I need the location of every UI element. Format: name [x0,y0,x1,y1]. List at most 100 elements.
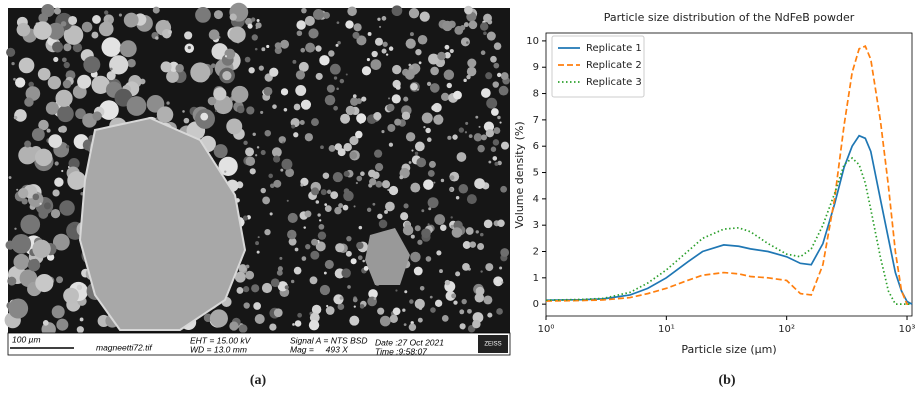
particle [291,124,296,129]
particle [483,295,493,305]
sem-info: Signal A = NTS BSD [290,335,368,345]
particle [335,243,345,253]
particle [391,94,401,104]
particle [304,15,315,26]
particle [62,79,72,89]
particle [63,61,70,69]
x-tick-label: 10⁰ [538,324,555,335]
particle [56,276,64,284]
particle [414,225,421,232]
particle [466,41,469,44]
particle [28,81,34,88]
particle [465,121,469,125]
particle [403,323,407,326]
particle [334,206,342,215]
particle [367,32,372,36]
particle [430,307,436,313]
particle [485,263,494,272]
particle [440,178,445,183]
particle [494,161,499,166]
particle [355,181,358,185]
particle [444,279,451,286]
particle [249,168,256,175]
particle [207,96,217,106]
particle [381,16,387,21]
x-tick-label: 10³ [899,324,916,335]
particle [300,183,304,187]
particle [368,169,376,178]
particle [445,290,456,301]
particle [50,208,61,219]
y-tick-label: 5 [533,168,539,179]
particle [336,87,339,91]
particle [261,47,266,52]
particle [455,195,460,200]
particle [285,168,295,178]
particle [109,55,129,75]
particle [213,10,223,20]
particle [466,66,477,77]
particle [109,67,113,71]
particle [260,150,266,156]
particle [362,259,365,263]
particle [296,30,303,37]
particle [183,117,190,124]
particle [6,47,16,57]
particle [460,37,470,47]
particle [369,178,377,186]
particle [486,97,498,109]
particle [55,89,73,107]
particle [83,56,101,74]
particle [46,253,55,261]
particle [485,129,494,138]
particle [290,279,295,284]
particle [394,118,402,126]
particle [63,25,84,45]
particle [305,42,316,53]
particle [261,282,273,294]
particle [430,66,439,76]
particle [419,285,425,291]
particle [441,92,450,101]
particle [46,128,51,133]
particle [459,323,466,330]
particle [373,297,377,301]
particle [287,229,297,240]
particle [459,309,465,315]
particle [477,242,485,250]
particle [76,284,83,291]
particle [118,13,123,17]
particle [454,25,464,35]
sem-info: EHT = 15.00 kV [190,335,252,345]
particle [345,20,354,29]
particle [59,125,67,133]
particle [425,256,432,262]
particle [475,286,485,296]
particle [304,210,312,218]
particle [324,205,332,212]
particle [497,219,505,227]
particle [322,172,330,179]
particle [166,70,179,83]
particle [24,140,32,148]
particle [408,8,420,19]
particle [493,127,501,134]
particle [472,10,475,13]
particle [224,170,227,173]
particle [395,289,398,292]
particle [378,25,382,28]
particle [428,53,440,65]
particle [300,47,306,53]
particle [399,175,404,180]
particle [224,55,228,58]
particle [345,250,352,257]
particle [298,61,309,72]
particle [254,314,265,325]
particle [340,113,351,124]
particle [99,100,119,120]
particle [466,74,471,80]
particle [388,46,394,51]
particle [288,237,297,246]
particle [495,279,499,283]
